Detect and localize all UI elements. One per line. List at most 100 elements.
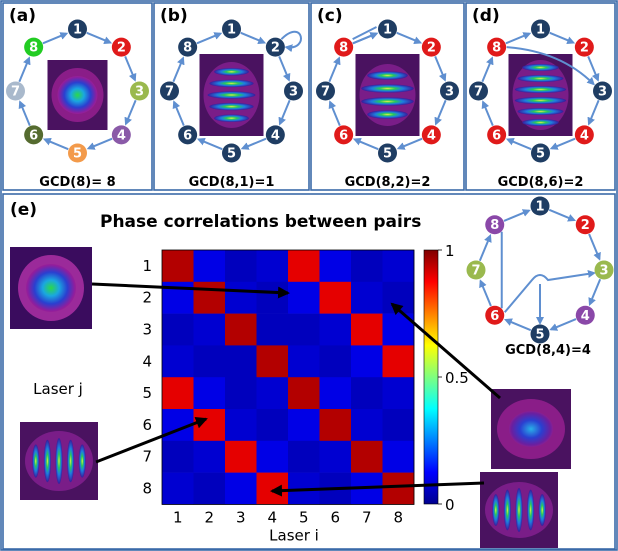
arrow-to-cell-2-6 <box>95 417 208 464</box>
laser-node <box>531 143 550 163</box>
ring-arrow <box>42 138 69 151</box>
fringe <box>503 489 511 531</box>
laser-node <box>68 19 87 39</box>
laser-node-label: 2 <box>117 41 126 56</box>
beam-image-right-mid <box>491 389 571 469</box>
laser-node <box>530 324 550 344</box>
heatmap-cell <box>256 313 289 346</box>
heatmap-cell <box>351 313 383 346</box>
ring-arrow <box>124 56 137 82</box>
panel-caption: GCD(8,2)=2 <box>345 175 431 190</box>
x-tick-label: 7 <box>362 508 372 526</box>
heatmap-cell <box>288 377 320 410</box>
laser-node-label: 6 <box>29 128 38 143</box>
fringe <box>361 84 414 93</box>
x-tick-label: 3 <box>236 508 246 526</box>
heatmap-cell <box>193 409 226 442</box>
ring-arrow <box>240 31 267 44</box>
heatmap-border <box>161 249 415 505</box>
heatmap-cell <box>256 345 289 378</box>
ring-arrow <box>352 32 379 45</box>
fringe <box>214 68 249 76</box>
laser-node <box>178 125 198 145</box>
heatmap-cell <box>288 313 320 346</box>
laser-node-label: 4 <box>271 128 280 143</box>
ring-arrow <box>328 100 341 126</box>
colorbar-ticks: 00.51 <box>438 242 469 514</box>
fringe <box>367 110 408 119</box>
laser-node-label: 1 <box>227 23 236 38</box>
panel-caption: GCD(8,1)=1 <box>189 175 275 190</box>
laser-node <box>575 215 595 235</box>
fringe <box>209 79 254 88</box>
heatmap-cell <box>351 377 383 410</box>
colorbar-tick-label: 0.5 <box>445 369 469 387</box>
laser-node-label: 1 <box>535 200 544 215</box>
laser-node <box>130 81 149 101</box>
ring-arrow <box>505 138 532 151</box>
ring-arrow <box>86 137 113 150</box>
x-tick-label: 5 <box>299 508 309 526</box>
heatmap-cell <box>256 440 289 473</box>
panel-caption: GCD(8)= 8 <box>39 175 115 190</box>
laser-node <box>222 19 241 39</box>
laser-node-label: 7 <box>471 264 480 279</box>
ring-arrow <box>124 99 137 126</box>
laser-node-label: 5 <box>536 147 545 162</box>
laser-node <box>316 81 335 101</box>
heatmap-cell <box>225 345 257 378</box>
laser-node <box>24 37 44 57</box>
laser-node <box>334 37 354 57</box>
ring-arrow <box>172 100 185 126</box>
panel-a: (a) GCD(8)= 8 1 2 3 4 5 6 7 8 <box>2 2 153 191</box>
laser-node-label: 3 <box>135 85 144 100</box>
heatmap-cell <box>382 345 415 378</box>
laser-node-label: 6 <box>183 128 192 143</box>
ring-arrow <box>479 279 492 307</box>
laser-node-label: 4 <box>427 128 436 143</box>
heatmap-cell <box>351 409 383 442</box>
ring-arrow <box>481 56 494 83</box>
laser-node <box>485 305 505 325</box>
ring-arrow <box>396 31 423 44</box>
fringe <box>527 489 535 531</box>
laser-node-label: 7 <box>165 85 174 100</box>
ring-arrow <box>196 138 223 151</box>
self-loop-arrow <box>280 30 302 53</box>
x-tick-label: 8 <box>393 508 403 526</box>
heatmap-cell <box>288 409 320 442</box>
heatmap-cell <box>288 281 320 314</box>
laser-node-label: 1 <box>536 23 545 38</box>
panel-caption: GCD(8,6)=2 <box>498 175 584 190</box>
heatmap-cell <box>256 472 289 505</box>
x-tick-label: 4 <box>267 508 277 526</box>
colorbar-tick-label: 1 <box>445 242 455 260</box>
heatmap-cell <box>382 440 415 473</box>
laser-node-label: 6 <box>492 128 501 143</box>
laser-node <box>466 260 486 280</box>
laser-node <box>222 143 241 163</box>
heatmap-cell <box>319 313 352 346</box>
laser-node-label: 4 <box>580 128 589 143</box>
laser-node <box>160 81 179 101</box>
arrow-to-cell-4-2 <box>91 282 290 299</box>
ring-arrow <box>42 32 69 45</box>
ring-arrow <box>505 32 532 45</box>
laser-node-label: 3 <box>445 85 454 100</box>
heatmap-cell <box>193 377 226 410</box>
laser-node <box>594 260 614 280</box>
heatmap <box>162 250 415 505</box>
laser-node-label: 3 <box>598 85 607 100</box>
fringe <box>492 494 500 526</box>
beam-image-bottom-left <box>20 422 98 500</box>
heatmap-cell <box>225 472 257 505</box>
ring-arrow <box>352 26 377 41</box>
laser-node <box>378 19 397 39</box>
heatmap-cell <box>288 345 320 378</box>
heatmap-cell <box>225 409 257 442</box>
heatmap-cell <box>225 313 257 346</box>
panel-d: (d) GCD(8,6)=2 1 2 3 4 5 6 7 8 <box>465 2 616 191</box>
y-tick-label: 5 <box>142 384 152 402</box>
